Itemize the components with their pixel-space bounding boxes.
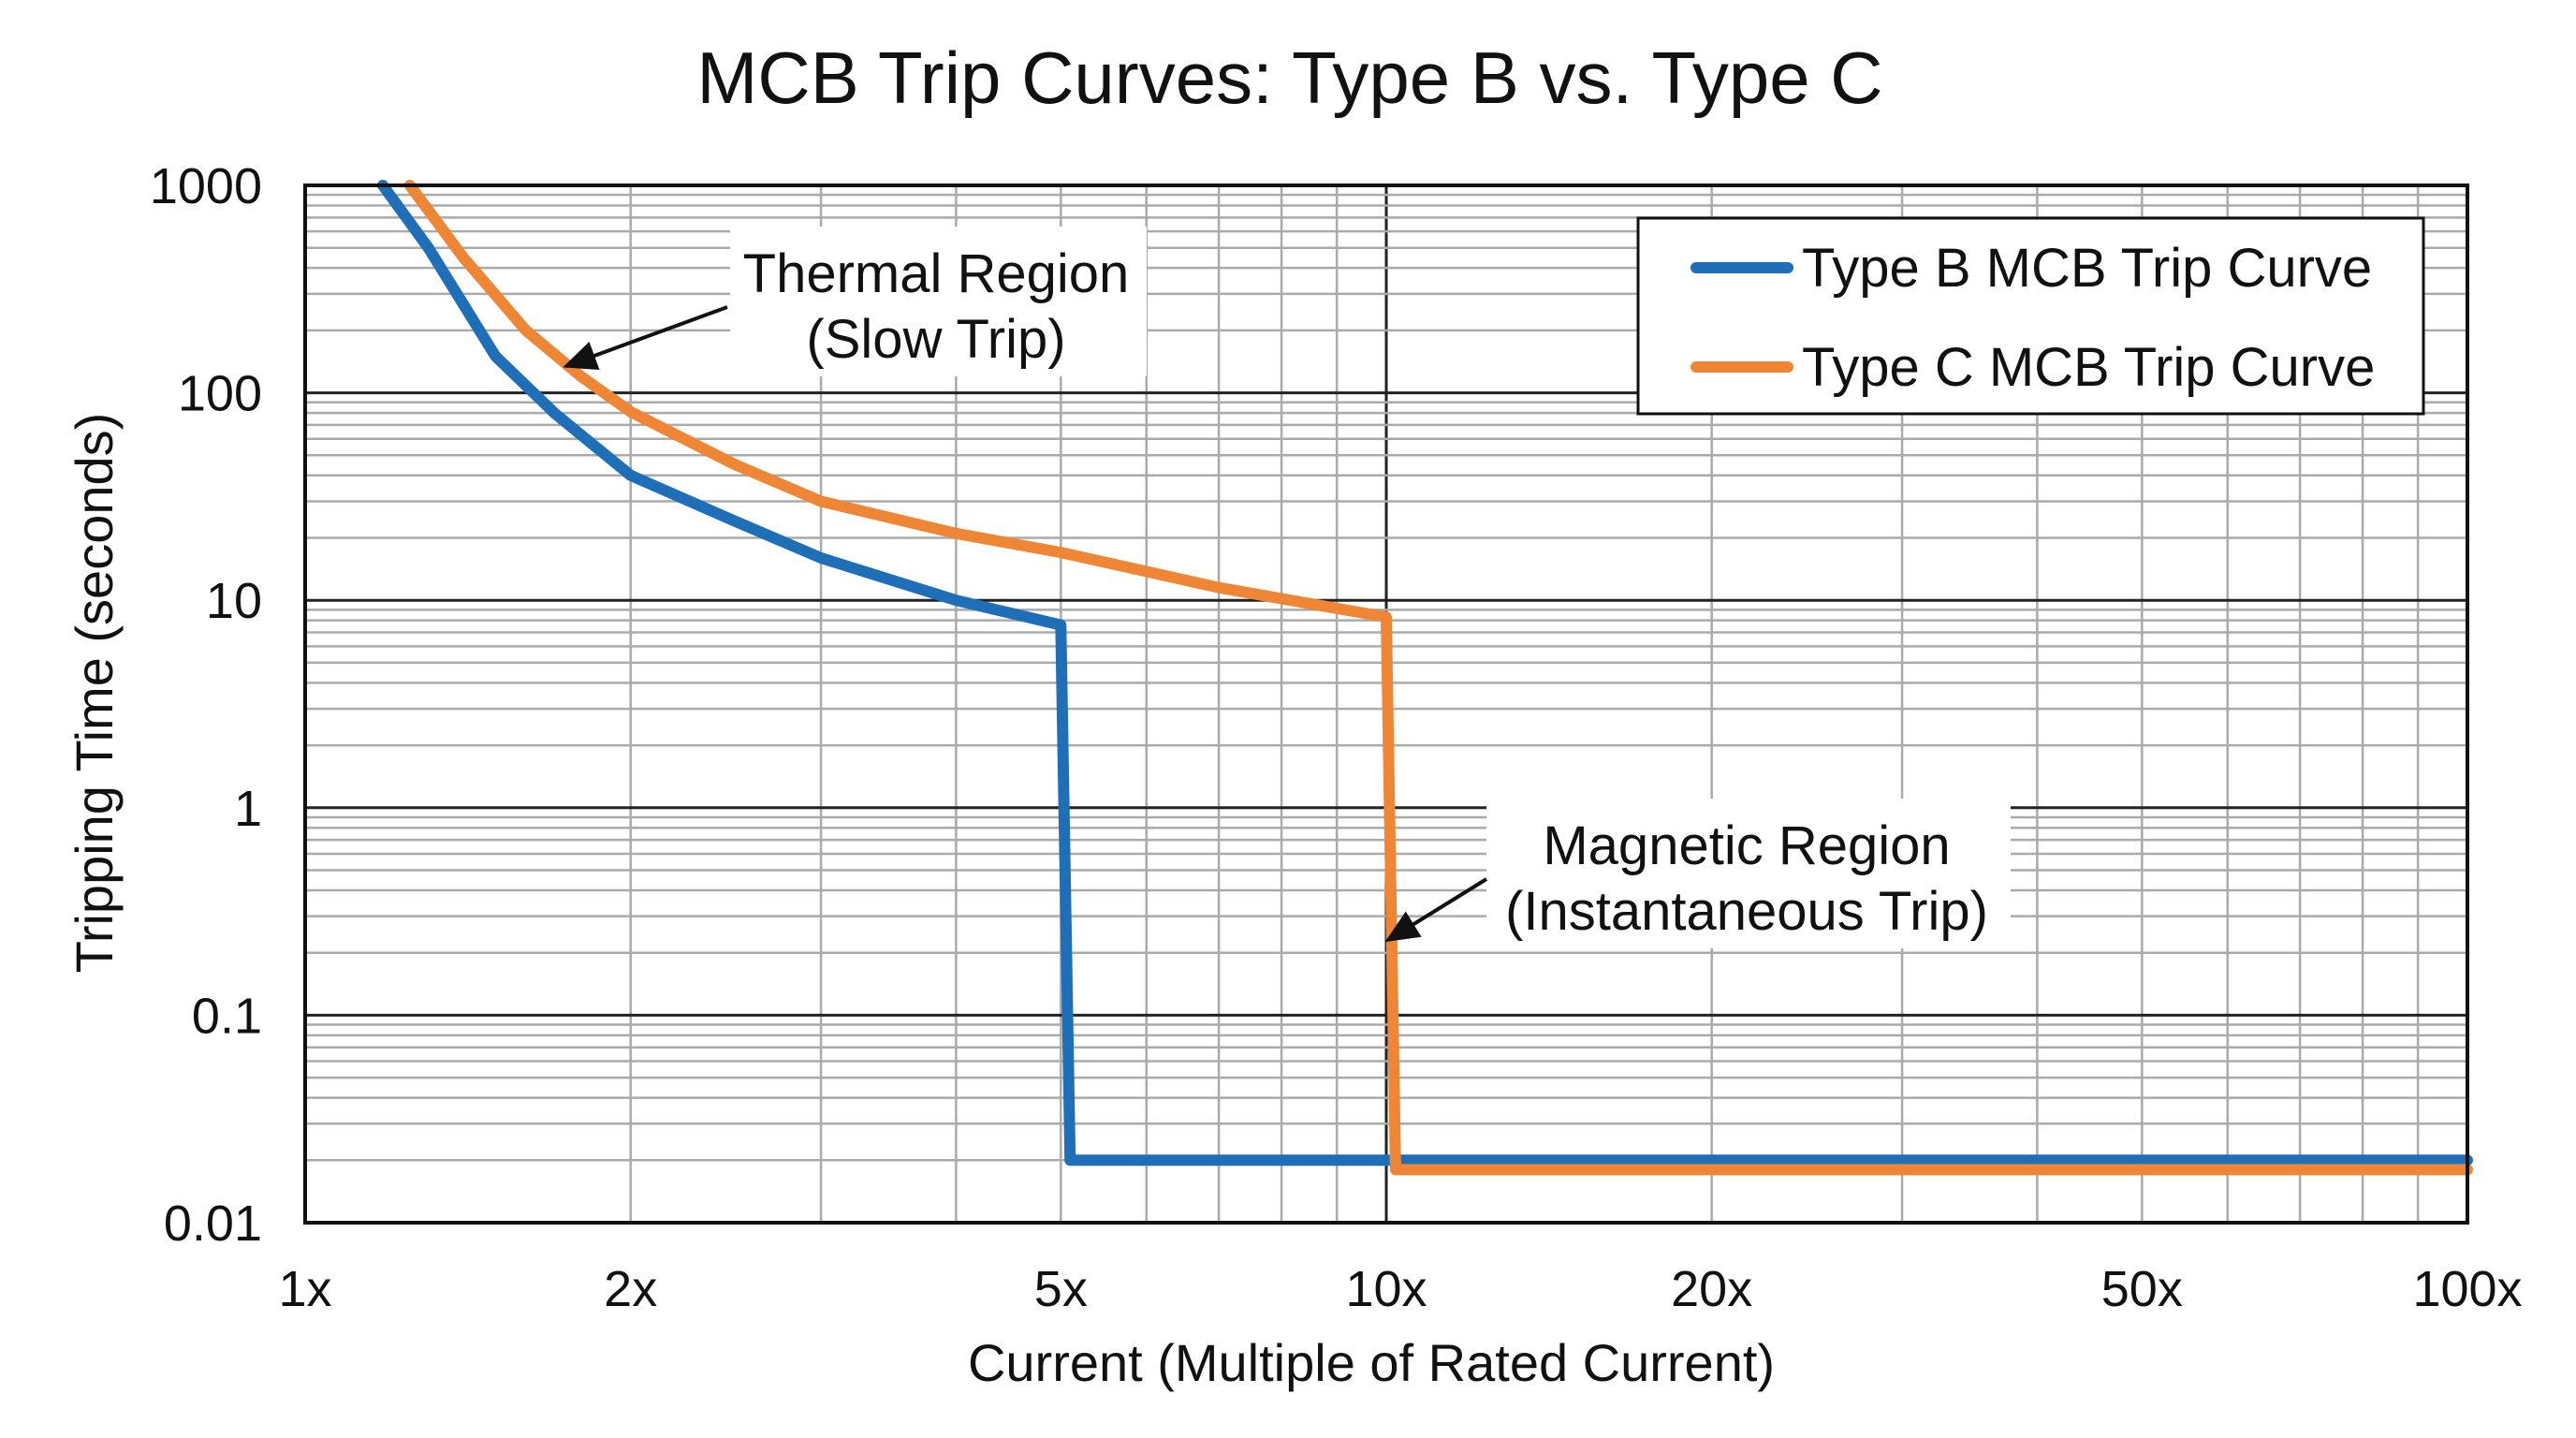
legend-label: Type B MCB Trip Curve (1802, 238, 2372, 299)
annotation-arrow (1384, 877, 1488, 943)
annotations: Thermal Region(Slow Trip) Magnetic Region… (563, 227, 2011, 948)
annotation-text: (Slow Trip) (806, 309, 1065, 370)
tick-labels: 1x 2x 5x 10x 20x 50x 100x 1000 100 10 1 0.1 0.01 (150, 158, 2523, 1317)
y-tick-label: 100 (178, 366, 262, 422)
x-axis-label: Current (Multiple of Rated Current) (968, 1333, 1775, 1392)
series-line-type-c (403, 180, 2473, 1176)
annotation-text: Magnetic Region (1543, 815, 1950, 876)
legend: Type B MCB Trip Curve Type C MCB Trip Cur… (1636, 216, 2425, 416)
y-tick-label: 0.1 (192, 988, 262, 1044)
x-tick-label: 1x (278, 1261, 331, 1317)
y-tick-label: 1 (234, 781, 262, 837)
chart-title: MCB Trip Curves: Type B vs. Type C (696, 37, 1882, 119)
x-tick-label: 2x (604, 1261, 657, 1317)
y-tick-label: 10 (206, 573, 262, 629)
x-tick-label: 50x (2101, 1261, 2183, 1317)
x-tick-label: 20x (1671, 1261, 1752, 1317)
annotation-arrow (563, 305, 728, 371)
x-tick-label: 5x (1034, 1261, 1088, 1317)
plot-frame (303, 183, 2469, 1225)
y-tick-label: 1000 (150, 158, 262, 214)
annotation-background (1486, 799, 2011, 948)
annotation-text: Thermal Region (743, 243, 1130, 304)
x-tick-label: 10x (1345, 1261, 1427, 1317)
y-axis-label: Tripping Time (seconds) (65, 413, 124, 974)
legend-box (1636, 216, 2425, 416)
series-line-type-b (377, 180, 2473, 1167)
annotation-text: (Instantaneous Trip) (1505, 881, 1988, 942)
annotation-background (730, 227, 1147, 376)
series-lines (377, 180, 2473, 1176)
y-tick-label: 0.01 (164, 1196, 262, 1252)
legend-label: Type C MCB Trip Curve (1802, 337, 2375, 398)
x-tick-label: 100x (2412, 1261, 2522, 1317)
